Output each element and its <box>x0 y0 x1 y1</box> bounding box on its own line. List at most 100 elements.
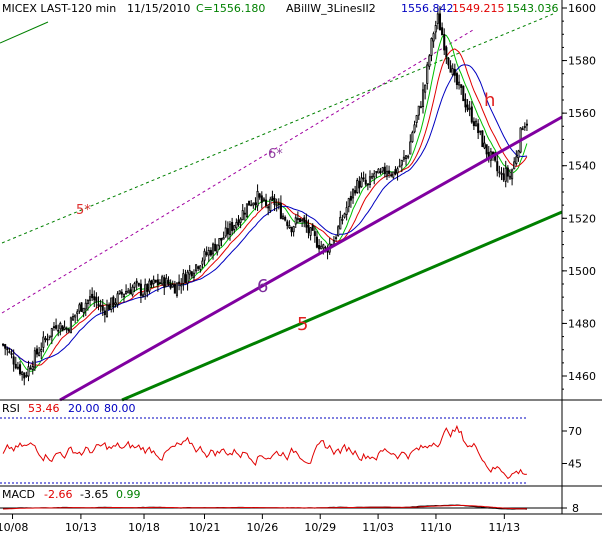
candle-body <box>396 168 399 174</box>
candle-body <box>203 250 206 261</box>
candle-body <box>110 297 113 310</box>
candle-body <box>351 189 355 199</box>
candle-body <box>443 34 446 51</box>
candle <box>144 278 147 300</box>
candle <box>373 170 376 185</box>
header-close: C=1556.180 <box>196 2 265 15</box>
candle <box>127 287 130 294</box>
candle-body <box>74 314 77 318</box>
candle <box>35 345 39 358</box>
candle <box>377 168 380 174</box>
candle <box>129 283 132 295</box>
candle <box>366 183 369 191</box>
candle-body <box>281 215 285 220</box>
candle <box>220 237 223 247</box>
candle-body <box>173 284 176 294</box>
candle-body <box>445 47 448 58</box>
candle-body <box>122 293 125 298</box>
candle-body <box>150 280 153 286</box>
candle <box>239 217 242 229</box>
label-6: 6 <box>257 276 268 297</box>
candle-body <box>139 283 142 296</box>
candle <box>479 130 482 136</box>
candle <box>396 166 399 181</box>
candle-body <box>472 121 475 127</box>
candle <box>171 280 174 288</box>
candle <box>468 100 471 117</box>
candle-body <box>59 323 62 330</box>
candle-body <box>33 350 36 368</box>
candle-body <box>42 336 45 348</box>
candle-body <box>209 250 212 256</box>
candle-body <box>226 228 229 235</box>
candle-body <box>21 371 24 376</box>
candle <box>415 114 418 128</box>
candle-body <box>108 304 111 310</box>
candle <box>99 299 102 313</box>
price-tick-label: 1560 <box>568 107 596 120</box>
candle-body <box>318 245 321 250</box>
candle-body <box>211 243 215 255</box>
time-tick-label: 10/21 <box>189 521 221 534</box>
candle-body <box>220 237 223 241</box>
candle-body <box>313 231 316 236</box>
channel-line-6-star <box>1 29 474 314</box>
candle-body <box>349 195 352 201</box>
candle <box>218 238 221 250</box>
candle-body <box>523 126 526 128</box>
candle-body <box>373 173 376 178</box>
rsi-tick-label: 70 <box>568 425 582 438</box>
candle <box>267 204 270 216</box>
candle-body <box>335 237 338 240</box>
candle-body <box>402 156 405 160</box>
candle-body <box>103 310 106 316</box>
candle-body <box>260 195 263 203</box>
candle <box>460 84 463 95</box>
candle <box>502 167 505 182</box>
candle-body <box>88 296 92 301</box>
candle <box>118 290 121 295</box>
candle <box>258 192 261 200</box>
candle-body <box>307 224 310 234</box>
candle <box>80 302 83 313</box>
candle <box>18 361 22 376</box>
candle-body <box>517 150 520 159</box>
candle-body <box>199 265 202 270</box>
candle-body <box>481 130 484 147</box>
rsi-tick-label: 45 <box>568 458 582 471</box>
candle-body <box>192 272 195 278</box>
candle-body <box>441 27 444 36</box>
candle-body <box>430 38 433 56</box>
header-symbol: MICEX LAST-120 min <box>2 2 116 15</box>
candle <box>400 159 403 173</box>
candle <box>57 324 60 337</box>
candle-body <box>186 271 189 284</box>
candle-body <box>4 344 7 349</box>
candle <box>233 224 236 234</box>
candle <box>356 177 359 194</box>
candle <box>97 296 100 311</box>
candle-body <box>258 193 261 198</box>
candle <box>192 269 195 282</box>
candle <box>173 280 176 294</box>
candle-body <box>364 179 367 185</box>
candle-body <box>55 325 58 329</box>
candle-body <box>72 316 75 321</box>
candle <box>146 283 149 298</box>
candle-body <box>358 180 361 189</box>
candle <box>175 282 179 298</box>
candle <box>163 274 166 295</box>
candle <box>137 282 140 287</box>
candle-body <box>120 291 123 295</box>
candle <box>25 371 28 378</box>
candle-body <box>375 171 378 173</box>
candle <box>392 171 395 179</box>
price-tick-label: 1580 <box>568 55 596 68</box>
candle-body <box>254 202 257 206</box>
candle <box>320 240 323 250</box>
candle <box>29 364 32 370</box>
candle-body <box>383 166 386 175</box>
candle-body <box>294 217 297 225</box>
candle <box>466 99 469 112</box>
candle-body <box>462 85 465 102</box>
